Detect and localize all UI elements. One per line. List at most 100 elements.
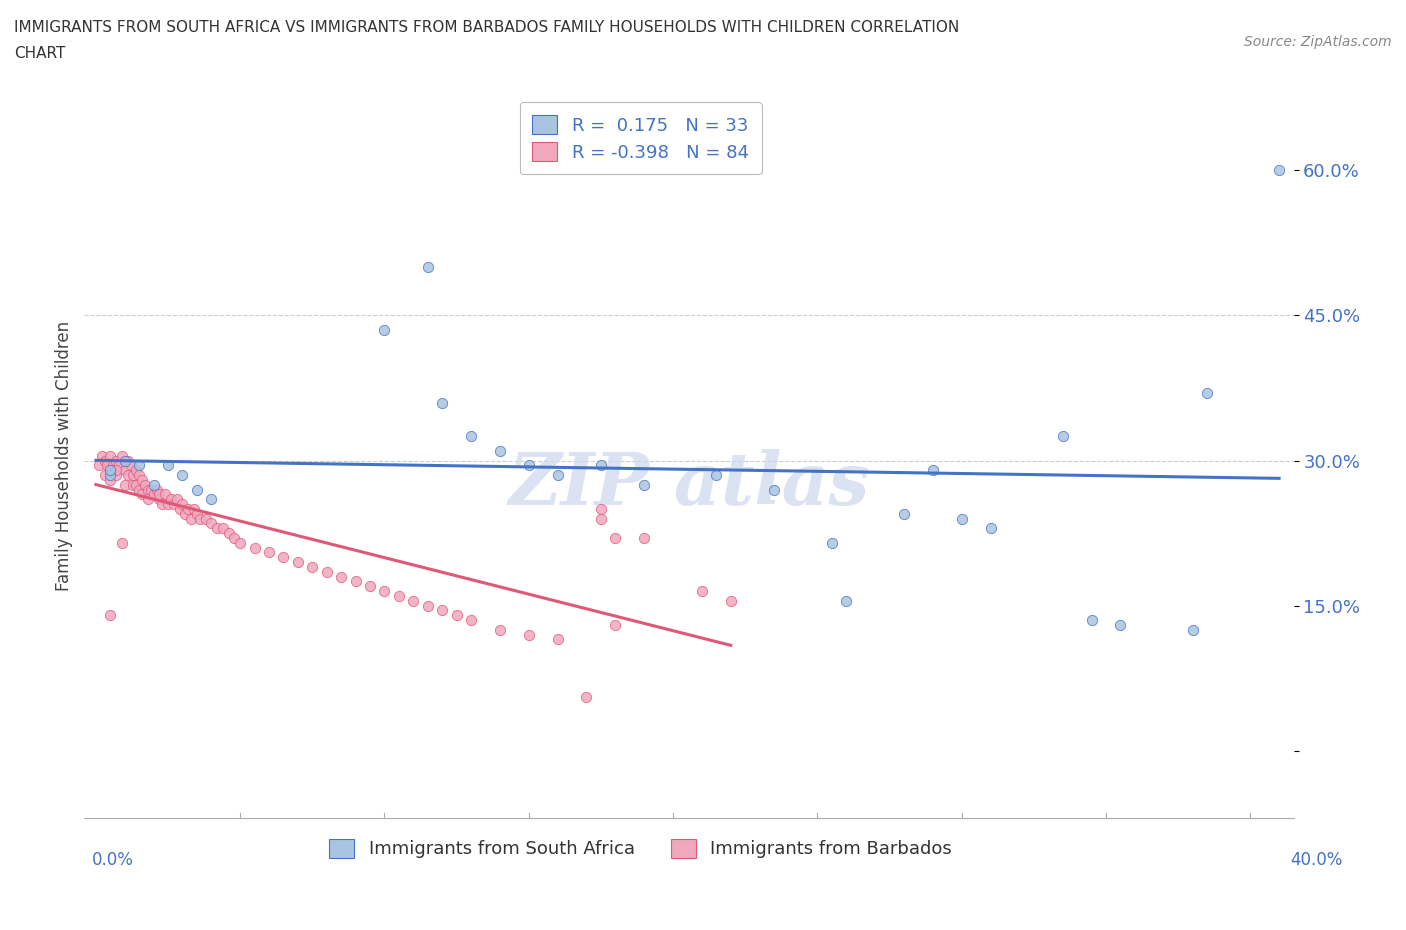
Text: 0.0%: 0.0%	[91, 851, 134, 870]
Point	[229, 536, 252, 551]
Point	[373, 323, 395, 338]
Point	[1080, 613, 1102, 628]
Point	[1109, 618, 1132, 632]
Text: ZIP atlas: ZIP atlas	[509, 449, 869, 520]
Legend: Immigrants from South Africa, Immigrants from Barbados: Immigrants from South Africa, Immigrants…	[316, 826, 965, 871]
Point	[163, 497, 186, 512]
Point	[172, 497, 194, 512]
Point	[114, 463, 136, 478]
Point	[301, 560, 323, 575]
Point	[589, 512, 612, 526]
Point	[128, 458, 150, 472]
Point	[98, 472, 121, 487]
Point	[979, 521, 1001, 536]
Text: CHART: CHART	[14, 46, 66, 61]
Point	[153, 487, 176, 502]
Point	[122, 468, 145, 483]
Point	[720, 593, 742, 608]
Point	[547, 632, 569, 647]
Point	[1052, 429, 1074, 444]
Point	[243, 540, 266, 555]
Point	[330, 569, 353, 584]
Point	[131, 472, 153, 487]
Point	[148, 492, 170, 507]
Text: IMMIGRANTS FROM SOUTH AFRICA VS IMMIGRANTS FROM BARBADOS FAMILY HOUSEHOLDS WITH : IMMIGRANTS FROM SOUTH AFRICA VS IMMIGRAN…	[14, 20, 959, 35]
Point	[142, 487, 165, 502]
Point	[416, 598, 439, 613]
Point	[432, 603, 454, 618]
Point	[212, 521, 235, 536]
Point	[1181, 622, 1204, 637]
Point	[416, 259, 439, 274]
Point	[517, 627, 540, 642]
Point	[821, 536, 844, 551]
Point	[93, 453, 115, 468]
Point	[136, 482, 159, 497]
Point	[111, 448, 134, 463]
Point	[122, 477, 145, 492]
Point	[169, 501, 191, 516]
Point	[188, 512, 211, 526]
Point	[690, 584, 713, 599]
Point	[105, 463, 128, 478]
Point	[605, 530, 627, 545]
Point	[1195, 385, 1218, 400]
Point	[134, 477, 156, 492]
Point	[186, 506, 208, 521]
Point	[460, 613, 482, 628]
Point	[287, 554, 309, 569]
Point	[180, 512, 202, 526]
Point	[98, 463, 121, 478]
Point	[489, 444, 512, 458]
Point	[633, 477, 655, 492]
Point	[103, 458, 125, 472]
Point	[835, 593, 858, 608]
Point	[183, 501, 205, 516]
Point	[432, 395, 454, 410]
Point	[128, 468, 150, 483]
Point	[273, 550, 295, 565]
Point	[150, 497, 173, 512]
Point	[96, 458, 118, 472]
Point	[950, 512, 973, 526]
Point	[87, 458, 110, 472]
Point	[893, 506, 915, 521]
Point	[128, 482, 150, 497]
Point	[139, 482, 162, 497]
Point	[157, 458, 180, 472]
Point	[117, 453, 139, 468]
Point	[575, 690, 598, 705]
Point	[160, 492, 183, 507]
Point	[388, 589, 411, 604]
Point	[194, 512, 217, 526]
Point	[257, 545, 280, 560]
Point	[114, 477, 136, 492]
Point	[344, 574, 367, 589]
Point	[105, 453, 128, 468]
Point	[117, 468, 139, 483]
Point	[148, 487, 170, 502]
Text: 40.0%: 40.0%	[1291, 851, 1343, 870]
Point	[446, 608, 468, 623]
Point	[224, 530, 246, 545]
Point	[589, 458, 612, 472]
Point	[166, 492, 188, 507]
Point	[177, 501, 200, 516]
Point	[402, 593, 425, 608]
Point	[174, 506, 197, 521]
Point	[136, 492, 159, 507]
Point	[172, 468, 194, 483]
Point	[186, 482, 208, 497]
Point	[105, 468, 128, 483]
Point	[125, 463, 148, 478]
Point	[763, 482, 786, 497]
Point	[589, 501, 612, 516]
Point	[120, 458, 142, 472]
Point	[93, 468, 115, 483]
Point	[98, 468, 121, 483]
Point	[157, 497, 180, 512]
Point	[205, 521, 228, 536]
Point	[145, 482, 167, 497]
Point	[633, 530, 655, 545]
Point	[489, 622, 512, 637]
